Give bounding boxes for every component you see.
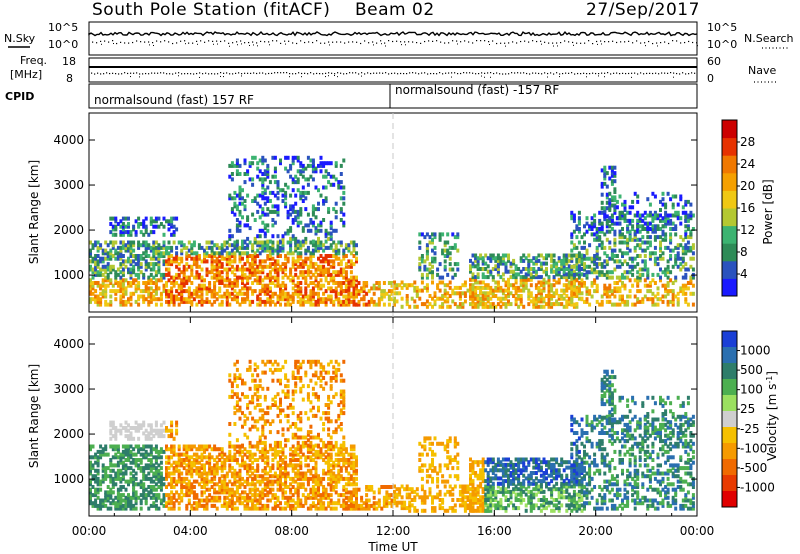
nsearch-tick-bottom: 10^0 [707,38,737,51]
time-tick-label: 12:00 [376,524,411,538]
time-axis: 00:00 04:00 08:00 12:00 16:00 20:00 00:00 [72,306,715,538]
power-colorbar-tick: 8 [740,245,748,259]
velocity-colorbar-tick: 100 [740,383,763,397]
range-tick-label: 2000 [53,427,84,441]
power-colorbar-tick: 16 [740,201,755,215]
velocity-colorbar-tick: -500 [740,461,767,475]
power-colorbar-swatch [722,278,737,297]
power-panel: 1000 2000 3000 4000 Slant Range [km] 4 8 12 16… [27,112,775,313]
power-colorbar: 4 8 12 16 20 24 28 [721,119,755,297]
velocity-colorbar-swatch [722,411,737,428]
nsky-tick-top: 10^5 [48,21,78,34]
range-tick-label: 1000 [53,472,84,486]
power-colorbar-swatch [722,120,737,139]
power-colorbar-swatch [722,208,737,227]
range-tick-label: 3000 [53,178,84,192]
freq-tick-bottom: 8 [66,72,73,85]
power-colorbar-tick: 28 [740,135,755,149]
power-colorbar-tick: 24 [740,157,755,171]
power-ylabel: Slant Range [km] [27,160,41,264]
power-colorbar-swatch [722,225,737,244]
velocity-ylabel: Slant Range [km] [27,364,41,468]
velocity-colorbar-swatch [722,459,737,476]
velocity-colorbar-swatch [722,331,737,348]
freq-panel: Freq. [MHz] 18 8 60 0 Nave [10,54,778,85]
power-colorbar-swatch [722,243,737,262]
nsky-label: N.Sky [4,32,36,45]
velocity-colorbar-swatch [722,427,737,444]
velocity-data-cells [89,359,695,513]
power-colorbar-swatch [722,155,737,174]
power-cbar-label: Power [dB] [761,179,775,244]
nsky-trace [88,30,698,37]
power-colorbar-tick: 12 [740,223,755,237]
velocity-cbar-label: Velocity [m s-1] [765,371,780,461]
time-tick-label: 00:00 [72,524,107,538]
time-tick-label: 00:00 [680,524,715,538]
velocity-colorbar-swatch [722,475,737,492]
range-tick-label: 1000 [53,268,84,282]
nave-trace [91,72,696,78]
time-tick-label: 08:00 [274,524,309,538]
beam-title: Beam 02 [355,0,435,20]
range-tick-label: 4000 [53,133,84,147]
nave-tick-bottom: 0 [707,72,714,85]
time-tick-label: 16:00 [477,524,512,538]
station-title: South Pole Station (fitACF) [92,0,330,20]
velocity-colorbar-tick: 500 [740,363,763,377]
time-axis-label: Time UT [367,540,418,554]
nsearch-label: N.Search [744,32,794,45]
power-yaxis: 1000 2000 3000 4000 [53,133,697,282]
cpid-segment-1: normalsound (fast) 157 RF [94,93,254,107]
nsearch-tick-top: 10^5 [707,21,737,34]
nsearch-trace [92,40,698,47]
power-colorbar-swatch [722,190,737,209]
nsky-line [88,30,698,37]
freq-label-line2: [MHz] [10,68,42,81]
nsky-tick-bottom: 10^0 [48,38,78,51]
velocity-colorbar-tick: -25 [740,422,760,436]
velocity-colorbar-tick: 25 [740,402,755,416]
nave-tick-top: 60 [707,55,721,68]
cpid-panel: CPID normalsound (fast) 157 RF normalsou… [5,83,698,109]
power-data-cells [89,155,695,309]
velocity-yaxis: 1000 2000 3000 4000 [53,337,697,486]
velocity-colorbar-swatch [722,491,737,508]
velocity-colorbar-tick: -1000 [740,480,775,494]
range-tick-label: 3000 [53,382,84,396]
velocity-colorbar-swatch [722,395,737,412]
freq-label-line1: Freq. [20,54,47,67]
power-colorbar-swatch [722,172,737,191]
search-panel: 10^5 10^0 10^5 10^0 N.Sky N.Search [4,21,794,56]
time-tick-label: 04:00 [173,524,208,538]
range-tick-label: 4000 [53,337,84,351]
cpid-segment-2: normalsound (fast) -157 RF [395,83,559,97]
power-colorbar-tick: 20 [740,179,755,193]
velocity-colorbar-swatch [722,443,737,460]
range-tick-label: 2000 [53,223,84,237]
velocity-colorbar-swatch [722,379,737,396]
power-colorbar-swatch [722,137,737,156]
velocity-panel: 1000 2000 3000 4000 Slant Range [km] 1000 50… [27,316,780,517]
cpid-label: CPID [5,90,34,103]
velocity-colorbar-tick: 1000 [740,344,771,358]
power-colorbar-swatch [722,260,737,279]
nave-label: Nave [748,64,776,77]
velocity-colorbar-tick: -100 [740,441,767,455]
time-tick-label: 20:00 [578,524,613,538]
velocity-colorbar-swatch [722,363,737,380]
velocity-colorbar-swatch [722,347,737,364]
velocity-colorbar: 1000 500 100 25 -25 -100 -500 -1000 [721,330,775,508]
power-colorbar-tick: 4 [740,267,748,281]
date-title: 27/Sep/2017 [586,0,700,20]
freq-tick-top: 18 [62,55,76,68]
